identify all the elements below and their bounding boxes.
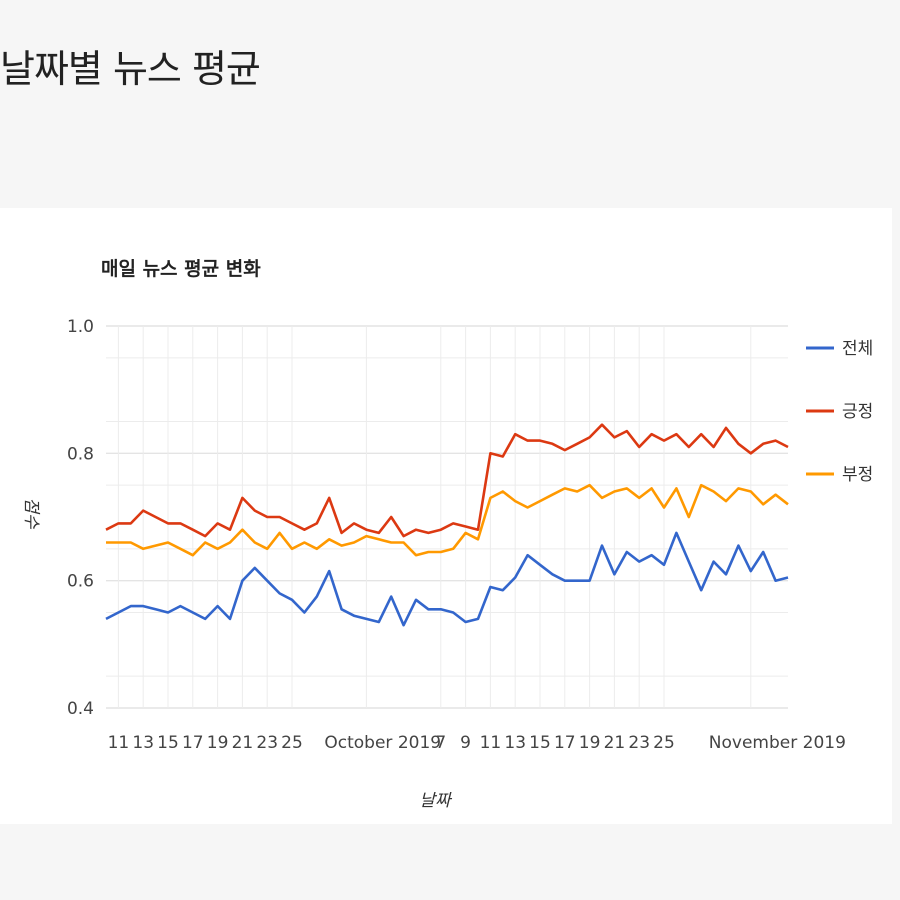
- x-tick-label: 11: [480, 733, 502, 753]
- x-tick-label: 21: [604, 733, 626, 753]
- x-tick-label: 19: [579, 733, 601, 753]
- series-line-전체: [105, 531, 789, 627]
- x-tick-label: 15: [157, 733, 179, 753]
- x-tick-label: 9: [460, 733, 471, 753]
- x-tick-label: 19: [207, 733, 229, 753]
- x-tick-label: November 2019: [709, 733, 846, 753]
- x-tick-label: 13: [132, 733, 154, 753]
- x-tick-label: 7: [435, 733, 446, 753]
- series-layer: [105, 423, 789, 627]
- line-chart: 매일 뉴스 평균 변화 1.00.80.60.4 11 13 15 17 19 21 23 2…: [21, 258, 873, 811]
- legend-label: 부정: [842, 465, 873, 485]
- y-tick-label: 0.6: [67, 572, 94, 592]
- series-line-긍정: [105, 423, 789, 538]
- legend-label: 전체: [842, 339, 873, 359]
- x-tick-label: 13: [504, 733, 526, 753]
- x-tick-label: 25: [281, 733, 303, 753]
- chart-card: 매일 뉴스 평균 변화 1.0 0.8 0.6 0.4 11 13 15 17 19 21 23 2…: [0, 208, 892, 824]
- x-tick-label: 17: [182, 733, 204, 753]
- series-line-부정: [106, 483, 789, 557]
- y-tick-label: 1.0: [67, 317, 94, 337]
- x-tick-label: 25: [653, 733, 675, 753]
- x-tick-label: 23: [628, 733, 650, 753]
- x-tick-label: October 2019: [324, 733, 441, 753]
- grid-layer: [106, 325, 788, 709]
- y-tick-label: 0.8: [67, 444, 94, 464]
- y-tick-label: 0.4: [67, 699, 94, 719]
- x-axis-title: 날짜: [419, 791, 453, 811]
- y-axis-ticks: 1.0 0.8 0.6 0.4: [67, 317, 94, 719]
- x-tick-label: 23: [256, 733, 278, 753]
- page-title: 날짜별 뉴스 평균: [0, 47, 261, 91]
- chart-title: 매일 뉴스 평균 변화: [101, 258, 261, 280]
- y-axis-title: 점수: [21, 497, 41, 530]
- x-tick-label: 15: [529, 733, 551, 753]
- x-tick-label: 11: [108, 733, 130, 753]
- legend-label: 긍정: [842, 402, 873, 422]
- x-tick-label: 17: [554, 733, 576, 753]
- x-tick-label: 21: [232, 733, 254, 753]
